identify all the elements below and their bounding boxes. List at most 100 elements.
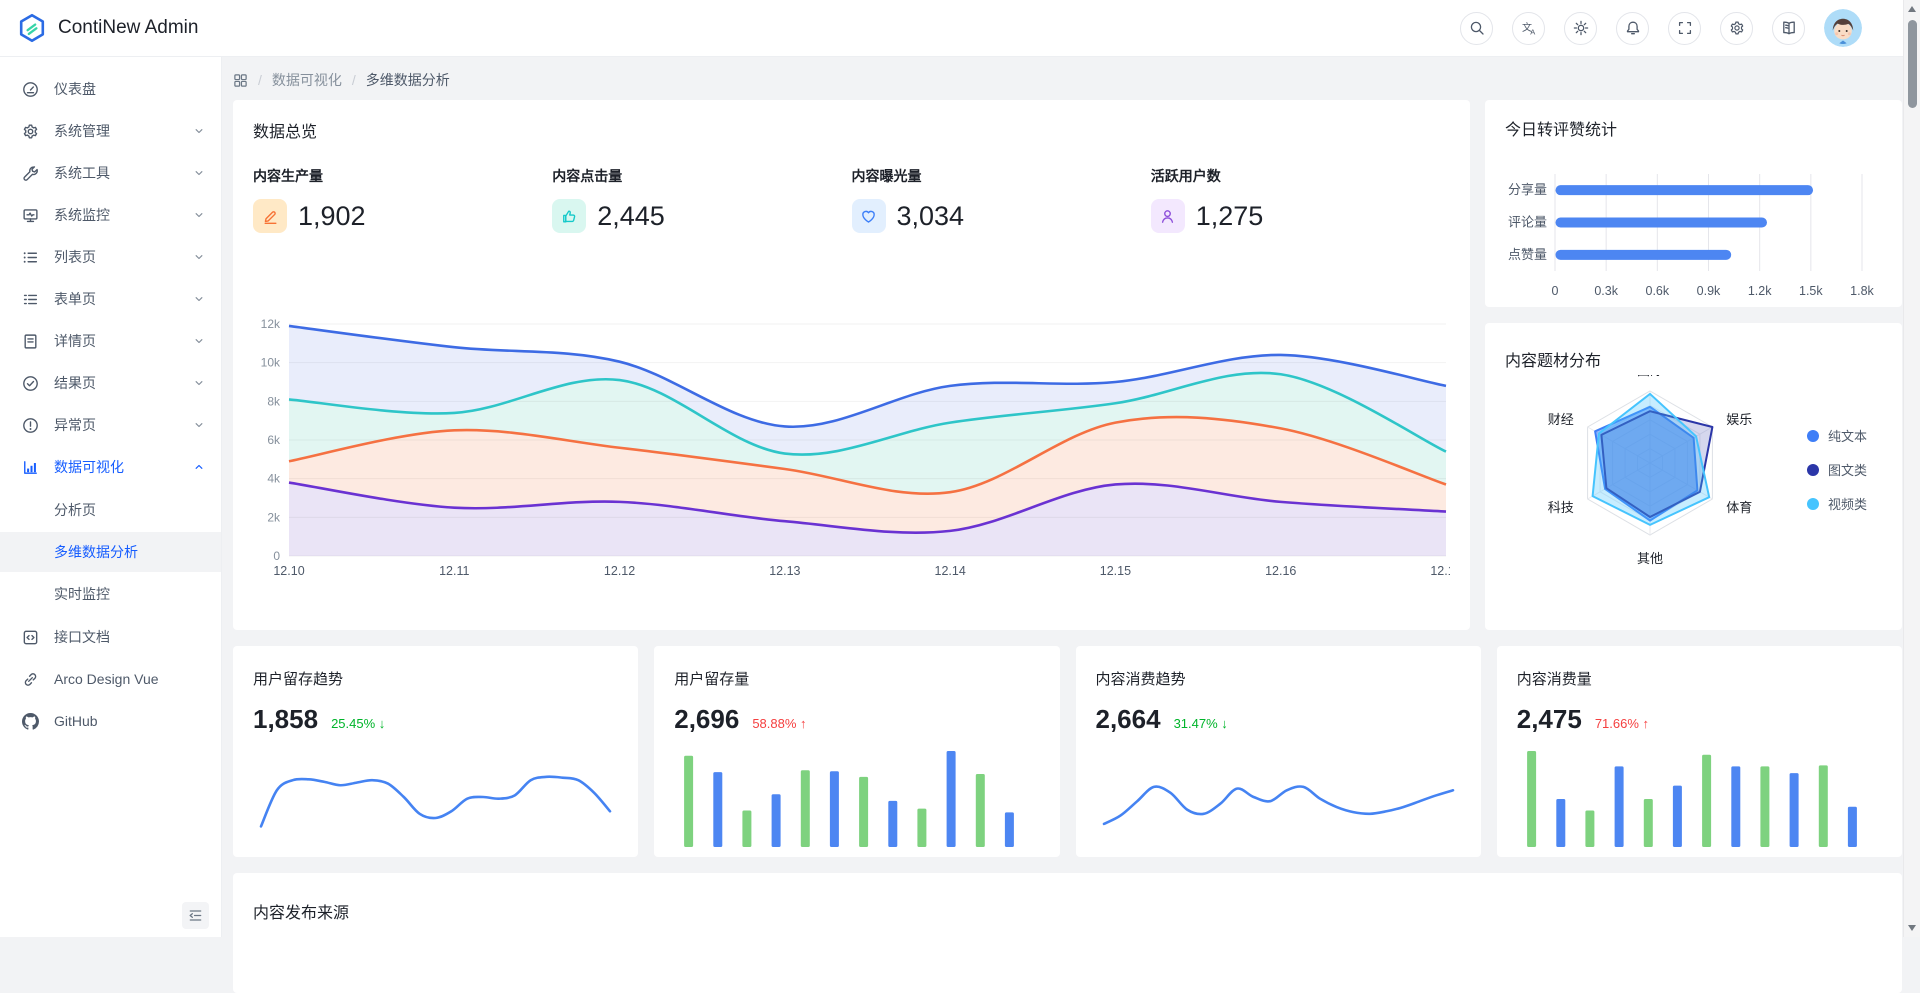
legend-label: 视频类 xyxy=(1828,494,1867,513)
overview-stats: 内容生产量 1,902 内容点击量 2,445 xyxy=(253,166,1450,233)
change-badge: 31.47% ↓ xyxy=(1174,716,1228,731)
sidebar-subitem-analysis-page[interactable]: 分析页 xyxy=(0,490,221,530)
svg-text:科技: 科技 xyxy=(1548,500,1574,515)
legend-label: 纯文本 xyxy=(1828,426,1867,445)
sidebar-item-github[interactable]: GitHub xyxy=(0,702,221,740)
fullscreen-button[interactable] xyxy=(1668,12,1701,45)
svg-text:8k: 8k xyxy=(267,394,281,408)
heart-icon xyxy=(852,199,886,233)
chevron-down-icon xyxy=(193,125,205,137)
api-icon xyxy=(22,629,39,646)
svg-text:0.6k: 0.6k xyxy=(1646,284,1670,298)
page-content: 数据总览 内容生产量 1,902 内容点击量 2,445 xyxy=(233,100,1902,993)
arrow-up-icon: ↑ xyxy=(1643,716,1650,731)
apps-icon[interactable] xyxy=(233,73,248,88)
chevron-down-icon xyxy=(193,167,205,179)
legend-item-imagetext[interactable]: 图文类 xyxy=(1807,460,1867,479)
sidebar-item-system-admin[interactable]: 系统管理 xyxy=(0,112,221,150)
scroll-up-arrow[interactable] xyxy=(1908,6,1916,12)
search-button[interactable] xyxy=(1460,12,1493,45)
sidebar-item-form-page[interactable]: 表单页 xyxy=(0,280,221,318)
user-avatar[interactable] xyxy=(1824,9,1862,47)
publish-source-row: 内容发布来源 xyxy=(233,873,1902,993)
sidebar-item-exception-page[interactable]: 异常页 xyxy=(0,406,221,444)
mini-card-title: 用户留存量 xyxy=(674,668,1039,689)
svg-text:12k: 12k xyxy=(261,317,281,331)
user-icon xyxy=(1151,199,1185,233)
svg-text:A: A xyxy=(1530,28,1535,36)
svg-text:1.5k: 1.5k xyxy=(1799,284,1823,298)
svg-text:财经: 财经 xyxy=(1548,412,1574,427)
sidebar-item-result-page[interactable]: 结果页 xyxy=(0,364,221,402)
stat-value: 3,034 xyxy=(897,201,965,232)
chevron-down-icon xyxy=(193,335,205,347)
sidebar-item-label: 接口文档 xyxy=(54,627,205,647)
chevron-down-icon xyxy=(193,419,205,431)
svg-text:6k: 6k xyxy=(267,433,281,447)
vertical-scrollbar[interactable] xyxy=(1903,0,1920,937)
chevron-down-icon xyxy=(193,209,205,221)
settings-button[interactable] xyxy=(1720,12,1753,45)
sidebar-item-arco-design-vue[interactable]: Arco Design Vue xyxy=(0,660,221,698)
sidebar-item-data-visualization[interactable]: 数据可视化 xyxy=(0,448,221,486)
breadcrumb: / 数据可视化 / 多维数据分析 xyxy=(233,69,1903,91)
search-icon xyxy=(1469,20,1485,36)
app-logo[interactable]: ContiNew Admin xyxy=(0,13,198,43)
svg-text:0.3k: 0.3k xyxy=(1594,284,1618,298)
sidebar: 仪表盘系统管理系统工具系统监控列表页表单页详情页结果页异常页数据可视化分析页多维… xyxy=(0,57,222,937)
pen-icon xyxy=(253,199,287,233)
monitor-icon xyxy=(22,207,39,224)
mini-card-title: 内容消费量 xyxy=(1517,668,1882,689)
legend-label: 图文类 xyxy=(1828,460,1867,479)
sidebar-item-system-monitor[interactable]: 系统监控 xyxy=(0,196,221,234)
sidebar-item-dashboard[interactable]: 仪表盘 xyxy=(0,70,221,108)
stat-label: 内容生产量 xyxy=(253,166,552,186)
sun-icon xyxy=(1573,20,1589,36)
manual-button[interactable] xyxy=(1772,12,1805,45)
publish-source-card: 内容发布来源 xyxy=(233,873,1902,993)
legend-item-video[interactable]: 视频类 xyxy=(1807,494,1867,513)
avatar-image xyxy=(1824,9,1862,47)
sidebar-item-label: 异常页 xyxy=(54,415,193,435)
sidebar-item-label: GitHub xyxy=(54,713,205,729)
sidebar-item-label: 结果页 xyxy=(54,373,193,393)
sidebar-item-label: 表单页 xyxy=(54,289,193,309)
consumption-bars-chart xyxy=(1517,747,1867,847)
scroll-down-arrow[interactable] xyxy=(1908,925,1916,931)
user-retention-trend-card: 用户留存趋势 1,858 25.45% ↓ xyxy=(233,646,638,857)
mini-card-value: 1,858 xyxy=(253,704,318,735)
main-area: / 数据可视化 / 多维数据分析 数据总览 内容生产量 1,902 xyxy=(222,57,1903,937)
svg-text:12.13: 12.13 xyxy=(769,564,800,578)
sidebar-item-detail-page[interactable]: 详情页 xyxy=(0,322,221,360)
github-icon xyxy=(22,713,39,730)
sidebar-collapse-button[interactable] xyxy=(182,902,209,929)
settings-icon xyxy=(22,123,39,140)
sidebar-subitem-realtime-monitor[interactable]: 实时监控 xyxy=(0,574,221,614)
theme-button[interactable] xyxy=(1564,12,1597,45)
svg-text:0.9k: 0.9k xyxy=(1697,284,1721,298)
app-title: ContiNew Admin xyxy=(58,17,198,39)
svg-text:12.12: 12.12 xyxy=(604,564,635,578)
sidebar-item-label: Arco Design Vue xyxy=(54,671,205,687)
svg-text:1.2k: 1.2k xyxy=(1748,284,1772,298)
sidebar-subitem-multi-dimension-analysis[interactable]: 多维数据分析 xyxy=(0,532,221,572)
sidebar-item-api-docs[interactable]: 接口文档 xyxy=(0,618,221,656)
svg-text:4k: 4k xyxy=(267,472,281,486)
stat-content-exposure: 内容曝光量 3,034 xyxy=(852,166,1151,233)
arrow-up-icon: ↑ xyxy=(800,716,807,731)
stat-active-users: 活跃用户数 1,275 xyxy=(1151,166,1450,233)
scrollbar-thumb[interactable] xyxy=(1908,20,1917,108)
svg-text:1.8k: 1.8k xyxy=(1850,284,1874,298)
notification-button[interactable] xyxy=(1616,12,1649,45)
sidebar-item-system-tools[interactable]: 系统工具 xyxy=(0,154,221,192)
mini-card-value: 2,696 xyxy=(674,704,739,735)
breadcrumb-parent[interactable]: 数据可视化 xyxy=(272,70,342,90)
legend-item-text[interactable]: 纯文本 xyxy=(1807,426,1867,445)
sidebar-item-list-page[interactable]: 列表页 xyxy=(0,238,221,276)
mini-card-title: 用户留存趋势 xyxy=(253,668,618,689)
svg-text:12.15: 12.15 xyxy=(1100,564,1131,578)
